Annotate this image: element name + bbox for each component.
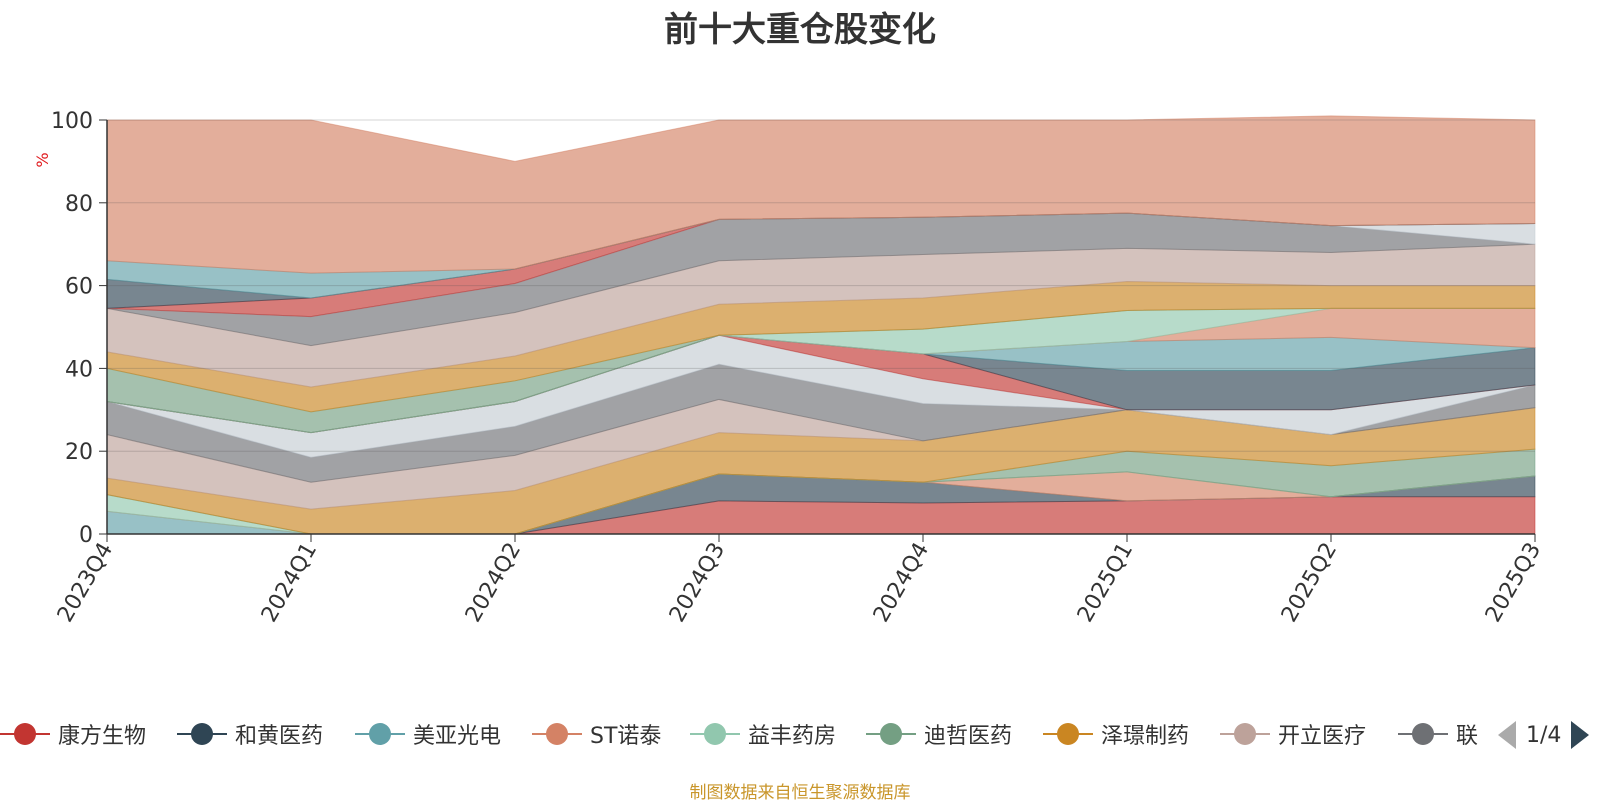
legend-marker-icon	[1398, 716, 1448, 752]
y-tick-label-5: 100	[51, 109, 93, 134]
legend-marker-icon	[1043, 716, 1093, 752]
x-tick-label-7: 2025Q3	[1481, 539, 1546, 627]
legend-item-8[interactable]: 联	[1398, 716, 1478, 752]
legend-marker-icon	[1220, 716, 1270, 752]
legend-item-1[interactable]: 和黄医药	[177, 716, 323, 752]
y-tick-label-4: 80	[65, 192, 93, 217]
source-note: 制图数据来自恒生聚源数据库	[689, 783, 911, 803]
legend-label: 美亚光电	[413, 724, 502, 749]
legend-marker-icon	[0, 716, 50, 752]
legend-item-4[interactable]: 益丰药房	[690, 716, 836, 752]
legend-marker-icon	[532, 716, 582, 752]
x-tick-label-1: 2024Q1	[257, 539, 322, 627]
x-tick-label-4: 2024Q4	[869, 539, 934, 627]
legend-label: 和黄医药	[235, 724, 324, 749]
legend-marker-icon	[355, 716, 405, 752]
area-layers	[106, 115, 1536, 535]
legend-label: 泽璟制药	[1101, 724, 1190, 749]
y-tick-label-3: 60	[65, 275, 93, 300]
legend-marker-icon	[866, 716, 916, 752]
legend-prev-page-icon[interactable]	[1498, 721, 1516, 749]
legend-item-7[interactable]: 开立医疗	[1220, 716, 1366, 752]
y-tick-label-0: 0	[79, 523, 93, 548]
legend-label: 迪哲医药	[924, 724, 1013, 749]
legend-item-0[interactable]: 康方生物	[0, 716, 146, 752]
legend-label: 开立医疗	[1278, 724, 1367, 749]
legend-item-2[interactable]: 美亚光电	[355, 716, 501, 752]
legend-marker-icon	[690, 716, 740, 752]
y-axis-unit-label: %	[33, 152, 52, 167]
legend-item-3[interactable]: ST诺泰	[532, 716, 661, 752]
legend: 康方生物 和黄医药 美亚光电 ST诺泰 益丰药房 迪哲医药 泽璟制药 开立医疗 联	[0, 716, 1600, 752]
legend-label: ST诺泰	[590, 724, 662, 749]
chart-title: 前十大重仓股变化	[664, 10, 936, 50]
y-tick-label-1: 20	[65, 440, 93, 465]
x-tick-label-3: 2024Q3	[665, 539, 730, 627]
area-series-23[interactable]	[106, 115, 1536, 274]
x-tick-label-2: 2024Q2	[461, 539, 526, 627]
legend-label: 康方生物	[58, 724, 147, 749]
legend-label: 益丰药房	[748, 724, 837, 749]
legend-label: 联	[1456, 724, 1479, 749]
gridlines	[107, 119, 1535, 452]
legend-next-page-icon[interactable]	[1571, 721, 1590, 749]
legend-page-indicator: 1/4	[1526, 722, 1562, 748]
legend-item-6[interactable]: 泽璟制药	[1043, 716, 1189, 752]
legend-pager: 1/4	[1498, 718, 1590, 752]
x-tick-label-5: 2025Q1	[1073, 539, 1138, 627]
x-tick-label-6: 2025Q2	[1277, 539, 1342, 627]
x-tick-label-0: 2023Q4	[53, 539, 118, 627]
y-tick-label-2: 40	[65, 357, 93, 382]
legend-marker-icon	[177, 716, 227, 752]
legend-item-5[interactable]: 迪哲医药	[866, 716, 1012, 752]
